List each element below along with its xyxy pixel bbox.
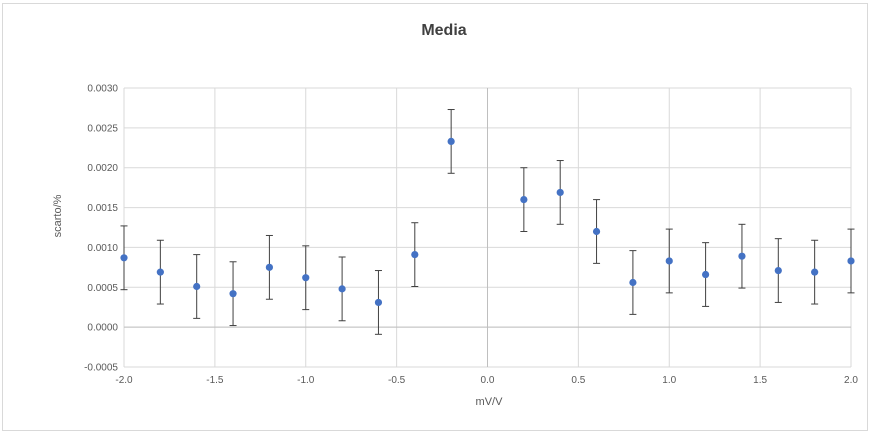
- data-point: [120, 254, 128, 262]
- data-points: [120, 137, 855, 307]
- x-axis-ticks: -2.0 -1.5 -1.0 -0.5 0.0 0.5 1.0 1.5 2.0: [115, 375, 858, 386]
- x-tick-label: -0.5: [388, 375, 406, 386]
- y-tick-label: 0.0025: [87, 123, 118, 134]
- data-point: [702, 270, 710, 279]
- y-tick-label: 0.0005: [87, 283, 118, 294]
- data-point: [229, 290, 237, 298]
- data-point: [520, 196, 528, 204]
- data-point: [738, 252, 746, 260]
- chart-frame: Media -0.0005 0.0000 0.0005 0.0010 0.0015 0.0…: [2, 3, 868, 431]
- data-point: [156, 268, 164, 276]
- y-tick-label: 0.0020: [87, 163, 118, 174]
- y-tick-label: 0.0010: [87, 243, 118, 254]
- y-tick-label: -0.0005: [84, 363, 118, 374]
- data-point: [265, 263, 273, 271]
- chart-title: Media: [421, 22, 466, 39]
- chart: Media -0.0005 0.0000 0.0005 0.0010 0.0015 0.0…: [52, 22, 858, 408]
- x-tick-label: -2.0: [115, 375, 133, 386]
- y-axis-ticks: -0.0005 0.0000 0.0005 0.0010 0.0015 0.0020 0.0…: [84, 84, 118, 374]
- y-tick-label: 0.0015: [87, 203, 118, 214]
- x-tick-label: 1.0: [662, 375, 676, 386]
- data-point: [665, 257, 673, 265]
- data-point: [302, 274, 310, 282]
- error-bars: [120, 109, 855, 335]
- x-tick-label: 2.0: [844, 375, 858, 386]
- y-tick-label: 0.0030: [87, 84, 118, 95]
- data-point: [811, 268, 819, 276]
- x-tick-label: -1.5: [206, 375, 224, 386]
- data-point: [847, 257, 855, 265]
- x-tick-label: 1.5: [753, 375, 767, 386]
- data-point: [629, 278, 637, 287]
- data-point: [592, 227, 601, 236]
- data-point: [774, 266, 782, 275]
- data-point: [556, 188, 564, 197]
- data-point: [411, 251, 419, 259]
- data-point: [193, 282, 201, 291]
- zero-axes: [124, 88, 851, 367]
- data-point: [447, 137, 455, 146]
- data-point: [374, 298, 383, 307]
- x-tick-label: 0.0: [481, 375, 495, 386]
- x-tick-label: 0.5: [571, 375, 585, 386]
- y-tick-label: 0.0000: [87, 323, 118, 334]
- data-point: [338, 285, 346, 293]
- x-axis-title: mV/V: [476, 396, 504, 408]
- y-axis-title: scarto/%: [52, 194, 64, 237]
- x-tick-label: -1.0: [297, 375, 315, 386]
